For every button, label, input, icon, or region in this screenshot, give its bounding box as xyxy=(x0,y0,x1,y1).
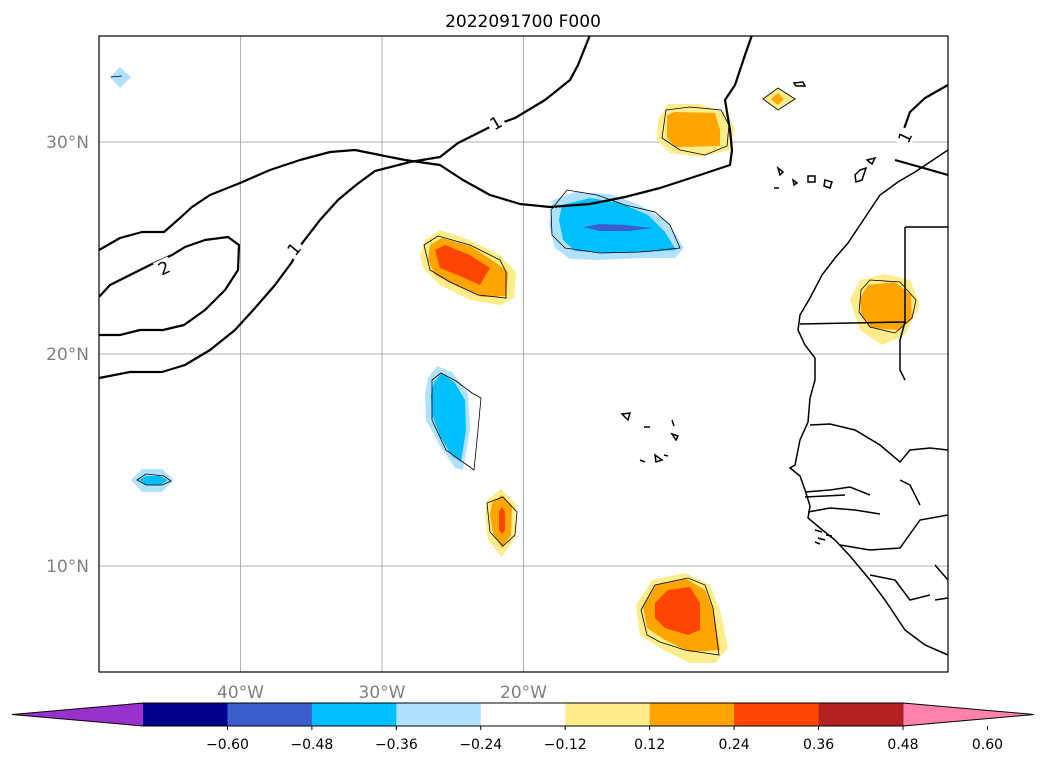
x-tick-label: 30°W xyxy=(359,683,406,703)
mauritania-border xyxy=(899,321,906,381)
sierra-leone-border xyxy=(869,574,931,601)
chart-title: 2022091700 F000 xyxy=(445,12,601,32)
anomaly-outline xyxy=(550,189,681,254)
colorbar-tick-label: 0.48 xyxy=(887,737,918,753)
canary-islands xyxy=(774,156,877,189)
positive-anomaly-core xyxy=(655,587,700,635)
colorbar-outline xyxy=(11,702,1035,727)
colorbar: −0.60 −0.48 −0.36 −0.24 −0.12 0.12 0.24 0.36 0.4… xyxy=(11,702,1035,753)
anomaly-outline xyxy=(486,496,518,547)
anomaly-outlines xyxy=(110,75,917,656)
colorbar-segment xyxy=(734,703,820,726)
colorbar-extend-low xyxy=(12,703,143,726)
positive-anomaly-core xyxy=(499,507,505,534)
y-tick-label: 30°N xyxy=(46,133,89,153)
map-layer xyxy=(99,36,948,672)
colorbar-tick-label: 0.60 xyxy=(972,737,1003,753)
anomaly-outline xyxy=(640,577,720,656)
senegal-border xyxy=(809,423,948,464)
colorbar-tick-label: 0.24 xyxy=(719,737,750,753)
y-tick-label: 10°N xyxy=(46,557,89,577)
anomaly-outline xyxy=(762,87,796,111)
y-tick-label: 20°N xyxy=(46,345,89,365)
axis-labels: 40°W 30°W 20°W 30°N 20°N 10°N xyxy=(46,133,547,703)
positive-anomaly-mid xyxy=(771,93,784,105)
positive-anomaly-mid xyxy=(860,282,912,330)
guinea-border xyxy=(839,514,948,551)
africa-coastline xyxy=(788,149,948,656)
anomaly-outline xyxy=(423,235,507,299)
colorbar-tick-label: −0.60 xyxy=(206,737,249,753)
colorbar-segment xyxy=(311,703,397,726)
colorbar-segment xyxy=(227,703,313,726)
anomaly-outline xyxy=(661,106,730,156)
contour-lines xyxy=(99,36,948,380)
positive-anomaly-core xyxy=(435,245,490,285)
colorbar-segment xyxy=(818,703,904,726)
map-frame xyxy=(98,35,949,673)
cape-verde-islands xyxy=(620,412,680,463)
madeira-island xyxy=(792,81,807,87)
mali-border xyxy=(899,479,921,506)
colorbar-tick-label: −0.48 xyxy=(290,737,333,753)
bijagos-islands xyxy=(814,529,833,545)
colorbar-segment xyxy=(396,703,482,726)
negative-anomaly-inner xyxy=(431,373,466,462)
negative-anomaly-outer xyxy=(110,67,131,88)
contour-line-2 xyxy=(99,235,241,337)
contour-line-3 xyxy=(99,36,591,380)
colorbar-segment xyxy=(565,703,651,726)
liberia-border xyxy=(934,564,948,601)
contour-line-5 xyxy=(894,158,948,177)
anomaly-outline xyxy=(110,75,123,78)
colorbar-extend-high xyxy=(903,703,1034,726)
colorbar-segment xyxy=(480,703,566,726)
colorbar-tick-label: 0.36 xyxy=(803,737,834,753)
anomaly-outline xyxy=(431,372,482,471)
colorbar-segment xyxy=(649,703,735,726)
negative-anomaly-core xyxy=(583,224,652,231)
colorbar-segment xyxy=(143,703,228,726)
contour-line-4 xyxy=(898,84,948,141)
anomaly-fills xyxy=(110,67,920,663)
anomaly-outline xyxy=(136,473,172,486)
colorbar-tick-label: −0.36 xyxy=(375,737,418,753)
positive-anomaly-mid xyxy=(667,112,720,147)
colorbar-tick-label: −0.12 xyxy=(544,737,587,753)
negative-anomaly-inner xyxy=(139,476,168,485)
anomaly-outline xyxy=(858,279,917,334)
contour-line-1 xyxy=(99,36,753,251)
gridlines xyxy=(99,36,948,672)
gambia-border xyxy=(804,486,871,498)
contour-labels: 1 1 2 1 xyxy=(152,111,917,280)
colorbar-tick-label: −0.24 xyxy=(459,737,502,753)
x-tick-label: 20°W xyxy=(500,683,547,703)
guinea-bissau-border xyxy=(807,507,881,515)
colorbar-tick-label: 0.12 xyxy=(634,737,665,753)
x-tick-label: 40°W xyxy=(217,683,264,703)
coastlines xyxy=(620,81,948,656)
